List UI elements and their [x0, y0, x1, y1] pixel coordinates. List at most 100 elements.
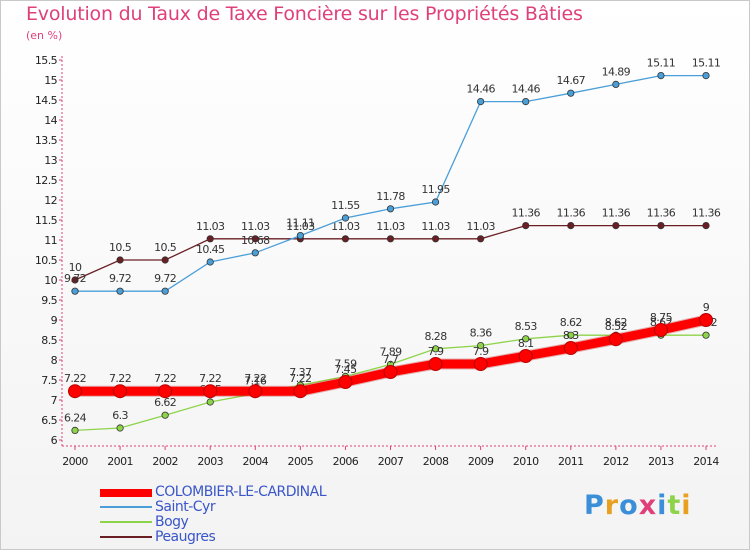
y-tick-label: 9	[51, 314, 58, 327]
data-point	[518, 349, 533, 363]
data-label: 10.68	[241, 234, 270, 247]
legend-label: Peaugres	[155, 529, 216, 545]
data-point	[657, 72, 665, 80]
data-label: 14.67	[557, 74, 586, 87]
y-tick-label: 13	[44, 154, 57, 167]
data-point	[68, 384, 82, 399]
data-label: 9.72	[154, 272, 176, 285]
logo-letter: t	[667, 490, 682, 521]
legend-label: Bogy	[155, 514, 189, 530]
data-point	[341, 214, 350, 222]
legend-swatch	[100, 521, 152, 523]
logo-letter: o	[619, 490, 639, 521]
data-point	[653, 323, 668, 337]
series-line	[75, 74, 706, 292]
y-tick-label: 15.5	[35, 54, 58, 67]
data-label: 8.75	[650, 311, 673, 324]
proxiti-logo: Proxiti	[584, 490, 692, 521]
y-tick-label: 6	[51, 434, 58, 447]
y-tick-label: 7	[51, 394, 58, 407]
data-point	[341, 235, 350, 243]
data-point	[522, 335, 530, 343]
logo-letter: i	[681, 490, 692, 521]
data-label: 8.52	[605, 320, 627, 333]
data-point	[296, 232, 304, 240]
data-point	[161, 287, 169, 295]
data-label: 11.03	[466, 220, 495, 233]
data-label: 7.22	[199, 372, 221, 385]
legend-swatch	[100, 489, 152, 497]
data-label: 6.24	[64, 411, 87, 424]
data-point	[477, 235, 485, 243]
data-label: 11.36	[692, 207, 721, 220]
data-point	[383, 365, 398, 379]
x-tick-label: 2009	[468, 455, 494, 468]
data-point	[522, 98, 530, 106]
x-tick-label: 2010	[513, 455, 539, 468]
data-label: 14.89	[602, 65, 631, 78]
data-label: 11.03	[196, 220, 225, 233]
y-tick-label: 10.5	[35, 254, 58, 267]
logo-letter: r	[604, 490, 620, 521]
data-point	[116, 424, 124, 432]
data-label: 8.62	[560, 316, 582, 329]
data-point	[293, 384, 308, 399]
x-tick-label: 2007	[378, 455, 404, 468]
data-point	[431, 198, 440, 206]
data-label: 10.5	[154, 241, 177, 254]
y-tick-label: 14.5	[35, 94, 58, 107]
data-point	[161, 256, 169, 264]
x-tick-label: 2002	[152, 455, 178, 468]
data-label: 11.78	[376, 190, 405, 203]
data-label: 11.36	[511, 207, 540, 220]
data-label: 6.3	[112, 409, 128, 422]
data-point	[567, 331, 575, 339]
data-label: 10.5	[109, 241, 132, 254]
data-point	[428, 357, 443, 371]
data-label: 7.7	[383, 353, 399, 366]
data-label: 7.89	[379, 345, 402, 358]
data-point	[702, 222, 710, 230]
data-label: 11.95	[421, 183, 450, 196]
y-tick-label: 7.5	[41, 374, 57, 387]
data-point	[702, 331, 710, 339]
y-tick-label: 13.5	[35, 134, 58, 147]
y-tick-label: 11	[44, 234, 57, 247]
chart-subtitle: (en %)	[26, 29, 63, 42]
data-label: 11.55	[331, 199, 360, 212]
x-tick-label: 2013	[648, 455, 674, 468]
data-label: 11.11	[286, 217, 315, 230]
data-label: 11.36	[557, 207, 586, 220]
data-label: 8.36	[470, 327, 493, 340]
y-tick-label: 11.5	[35, 214, 58, 227]
y-tick-label: 15	[44, 74, 57, 87]
legend-item-peaugres: Peaugres	[100, 529, 400, 545]
logo-letter: i	[657, 490, 668, 521]
legend-item-bogy: Bogy	[100, 514, 400, 530]
data-label: 8.28	[425, 330, 448, 343]
data-point	[251, 249, 259, 257]
data-point	[473, 357, 488, 371]
chart-title: Evolution du Taux de Taxe Foncière sur l…	[26, 3, 583, 25]
y-tick-label: 8	[51, 354, 58, 367]
data-point	[71, 287, 79, 295]
data-point	[161, 411, 169, 419]
data-point	[113, 384, 128, 399]
data-label: 7.22	[289, 372, 311, 385]
x-tick-label: 2004	[242, 455, 268, 468]
x-tick-label: 2003	[197, 455, 223, 468]
data-label: 9.72	[109, 272, 131, 285]
x-tick-label: 2011	[558, 455, 584, 468]
data-point	[567, 222, 575, 230]
data-label: 7.9	[428, 345, 444, 358]
data-label: 7.22	[244, 372, 266, 385]
data-label: 7.59	[334, 357, 357, 370]
data-point	[251, 235, 259, 243]
data-label: 10	[69, 261, 82, 274]
data-label: 9.72	[64, 272, 86, 285]
data-label: 7.9	[473, 345, 489, 358]
data-point	[206, 398, 214, 406]
data-point	[158, 384, 173, 399]
data-point	[699, 313, 713, 327]
